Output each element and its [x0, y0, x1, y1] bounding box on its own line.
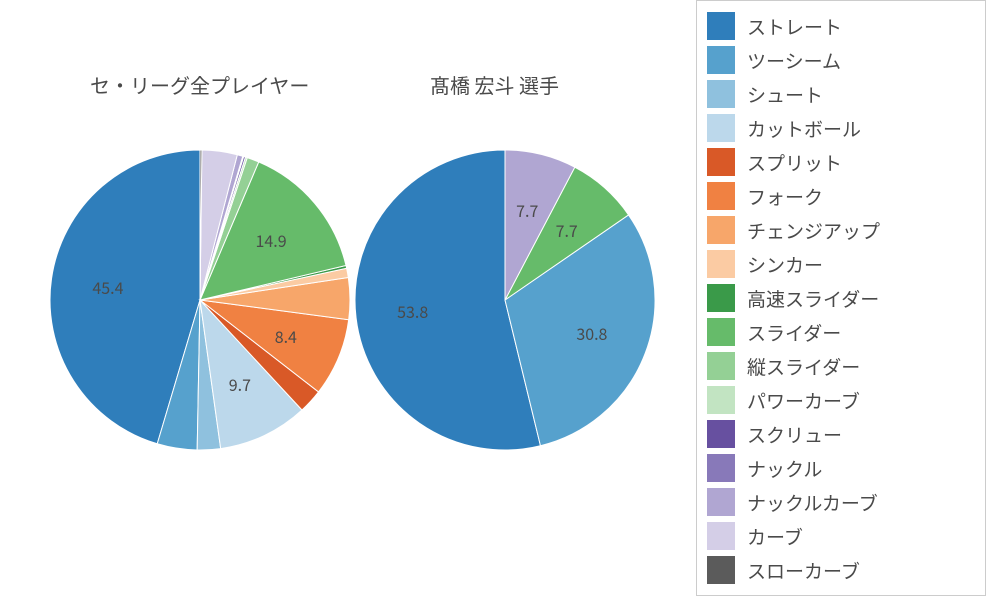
pie-svg — [355, 150, 655, 450]
legend-label: 高速スライダー — [747, 285, 879, 312]
legend-label: ツーシーム — [747, 47, 841, 74]
legend-label: シンカー — [747, 251, 823, 278]
legend-swatch — [707, 46, 735, 74]
legend-swatch — [707, 488, 735, 516]
legend-swatch — [707, 386, 735, 414]
legend-label: カットボール — [747, 115, 861, 142]
legend-swatch — [707, 284, 735, 312]
legend-item-sinker: シンカー — [707, 247, 975, 281]
legend-item-fast_slider: 高速スライダー — [707, 281, 975, 315]
legend-label: フォーク — [747, 183, 823, 210]
legend-item-screw: スクリュー — [707, 417, 975, 451]
legend-item-curve: カーブ — [707, 519, 975, 553]
legend-label: チェンジアップ — [747, 217, 880, 244]
legend-item-slider: スライダー — [707, 315, 975, 349]
legend-item-cutball: カットボール — [707, 111, 975, 145]
legend-item-twoseam: ツーシーム — [707, 43, 975, 77]
legend-item-split: スプリット — [707, 145, 975, 179]
legend-swatch — [707, 182, 735, 210]
chart-title-player: 髙橋 宏斗 選手 — [430, 70, 559, 99]
legend-swatch — [707, 250, 735, 278]
legend-item-straight: ストレート — [707, 9, 975, 43]
pie-svg — [50, 150, 350, 450]
legend-item-shoot: シュート — [707, 77, 975, 111]
legend-swatch — [707, 318, 735, 346]
legend-swatch — [707, 352, 735, 380]
legend-label: ストレート — [747, 13, 842, 40]
legend-item-changeup: チェンジアップ — [707, 213, 975, 247]
legend-swatch — [707, 114, 735, 142]
legend-label: スクリュー — [747, 421, 842, 448]
legend-label: スローカーブ — [747, 557, 860, 584]
legend-item-knuckle: ナックル — [707, 451, 975, 485]
legend-label: カーブ — [747, 523, 803, 550]
legend-box: ストレートツーシームシュートカットボールスプリットフォークチェンジアップシンカー… — [696, 0, 986, 596]
chart-title-league: セ・リーグ全プレイヤー — [90, 70, 309, 99]
chart-stage: セ・リーグ全プレイヤー 髙橋 宏斗 選手 45.49.78.414.9 53.8… — [0, 0, 1000, 600]
legend-item-slow_curve: スローカーブ — [707, 553, 975, 587]
legend-swatch — [707, 216, 735, 244]
legend-swatch — [707, 454, 735, 482]
pie-league: 45.49.78.414.9 — [50, 150, 350, 450]
legend-item-knuckle_curve: ナックルカーブ — [707, 485, 975, 519]
legend-label: ナックル — [747, 455, 822, 482]
legend-item-power_curve: パワーカーブ — [707, 383, 975, 417]
pie-player: 53.830.87.77.7 — [355, 150, 655, 450]
legend-swatch — [707, 80, 735, 108]
legend-label: パワーカーブ — [747, 387, 860, 414]
legend-swatch — [707, 556, 735, 584]
legend-swatch — [707, 420, 735, 448]
legend-swatch — [707, 148, 735, 176]
legend-label: スプリット — [747, 149, 842, 176]
legend-label: ナックルカーブ — [747, 489, 878, 516]
legend-swatch — [707, 12, 735, 40]
legend-label: 縦スライダー — [747, 353, 860, 380]
legend-swatch — [707, 522, 735, 550]
legend-label: シュート — [747, 81, 823, 108]
legend-label: スライダー — [747, 319, 841, 346]
legend-item-fork: フォーク — [707, 179, 975, 213]
legend-item-vert_slider: 縦スライダー — [707, 349, 975, 383]
